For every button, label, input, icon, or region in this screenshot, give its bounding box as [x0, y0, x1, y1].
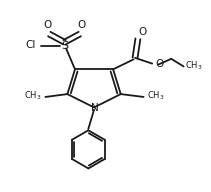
- Text: CH$_3$: CH$_3$: [147, 90, 165, 102]
- Text: S: S: [61, 41, 68, 51]
- Text: CH$_3$: CH$_3$: [24, 90, 42, 102]
- Text: O: O: [44, 20, 52, 30]
- Text: CH$_3$: CH$_3$: [185, 60, 202, 72]
- Text: Cl: Cl: [26, 41, 36, 50]
- Text: O: O: [77, 20, 85, 30]
- Text: O: O: [139, 27, 147, 37]
- Text: N: N: [91, 103, 99, 113]
- Text: O: O: [155, 59, 163, 69]
